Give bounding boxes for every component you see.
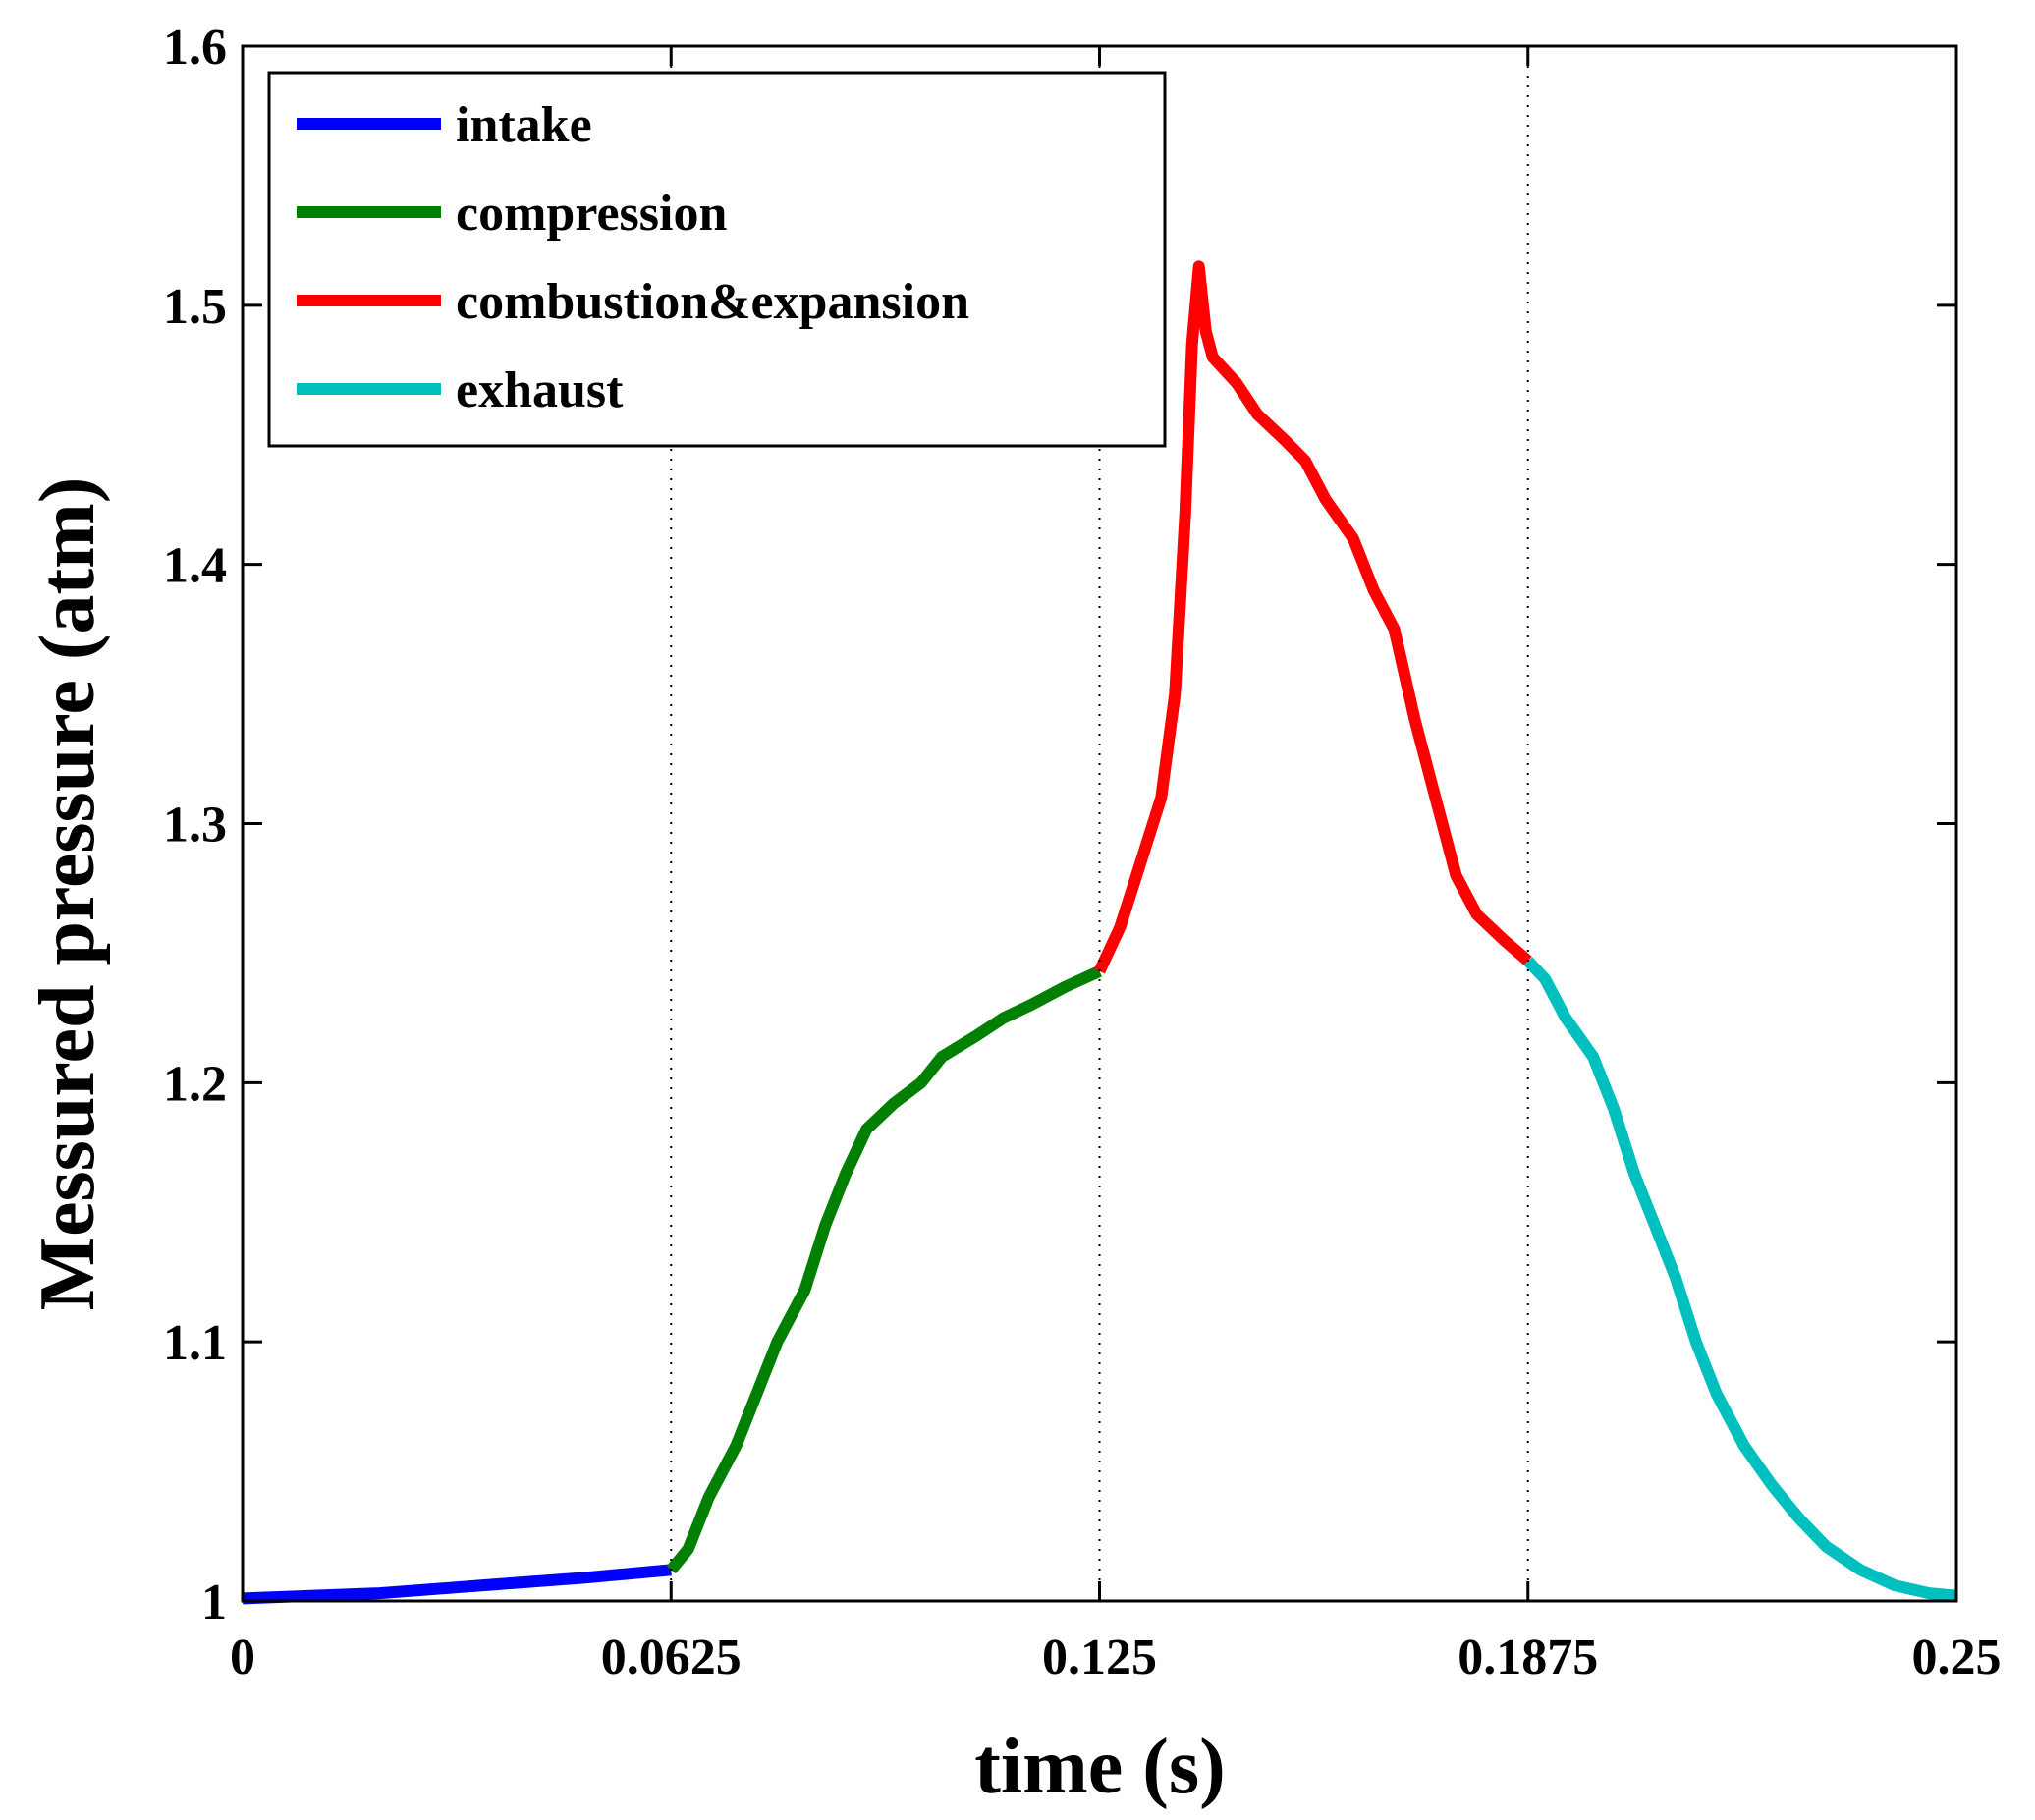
series-line-intake xyxy=(242,1564,672,1605)
y-tick-label: 1.6 xyxy=(163,20,227,76)
series-lines xyxy=(242,260,1957,1605)
x-tick-label: 0.0625 xyxy=(601,1629,742,1685)
series-line-exhaust xyxy=(1523,957,1957,1602)
x-tick-label: 0.125 xyxy=(1042,1629,1157,1685)
x-axis-title: time (s) xyxy=(974,1724,1225,1810)
series-line-combustion-expansion xyxy=(1094,260,1532,974)
series-line-compression xyxy=(666,965,1102,1574)
y-tick-label: 1.3 xyxy=(163,798,227,854)
x-tick-label: 0.25 xyxy=(1912,1629,2002,1685)
legend: intake compression combustion&expansion exh… xyxy=(267,71,1167,448)
y-axis-title: Messured pressure (atm) xyxy=(25,477,111,1311)
y-tick-label: 1.1 xyxy=(163,1315,227,1371)
legend-label: combustion&expansion xyxy=(456,274,969,330)
ticks: 0 0.0625 0.125 0.1875 0.25 1 1.1 1.2 1.3 1.4 1.5 1.… xyxy=(163,20,2002,1685)
x-tick-label: 0 xyxy=(230,1629,255,1685)
reference-lines xyxy=(670,46,1529,1601)
x-tick-label: 0.1875 xyxy=(1458,1629,1598,1685)
legend-label: intake xyxy=(456,97,592,153)
legend-label: exhaust xyxy=(456,362,624,418)
y-tick-label: 1.2 xyxy=(163,1056,227,1112)
y-tick-label: 1.4 xyxy=(163,538,227,594)
y-tick-label: 1 xyxy=(201,1574,227,1630)
y-tick-label: 1.5 xyxy=(163,279,227,335)
legend-label: compression xyxy=(456,186,727,242)
